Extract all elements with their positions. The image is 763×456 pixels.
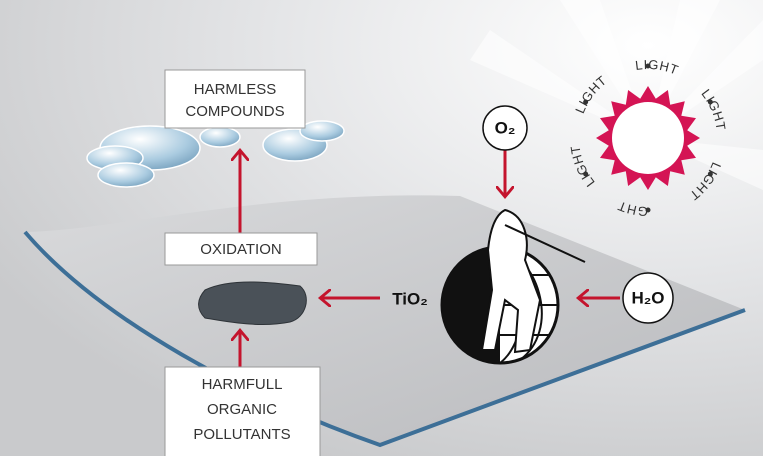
- tio2-label: TiO₂: [392, 289, 428, 308]
- o2-label: O₂: [495, 118, 516, 137]
- sun-core: [612, 102, 684, 174]
- pollutant-rock: [199, 282, 307, 325]
- page: {"labels": { "harmless": ["HARMLESS", "C…: [0, 0, 763, 456]
- pollutants-line: ORGANIC: [207, 401, 277, 418]
- diagram: HARMLESS COMPOUNDS OXIDATION HARMFULL OR…: [0, 0, 763, 456]
- pollutants-line: HARMFULL: [202, 376, 283, 393]
- harmless-line: COMPOUNDS: [185, 103, 284, 120]
- harmless-line: HARMLESS: [194, 81, 277, 98]
- oxidation-label: OXIDATION: [200, 241, 281, 258]
- pollutants-line: POLLUTANTS: [193, 426, 290, 443]
- h2o-label: H₂O: [631, 288, 664, 307]
